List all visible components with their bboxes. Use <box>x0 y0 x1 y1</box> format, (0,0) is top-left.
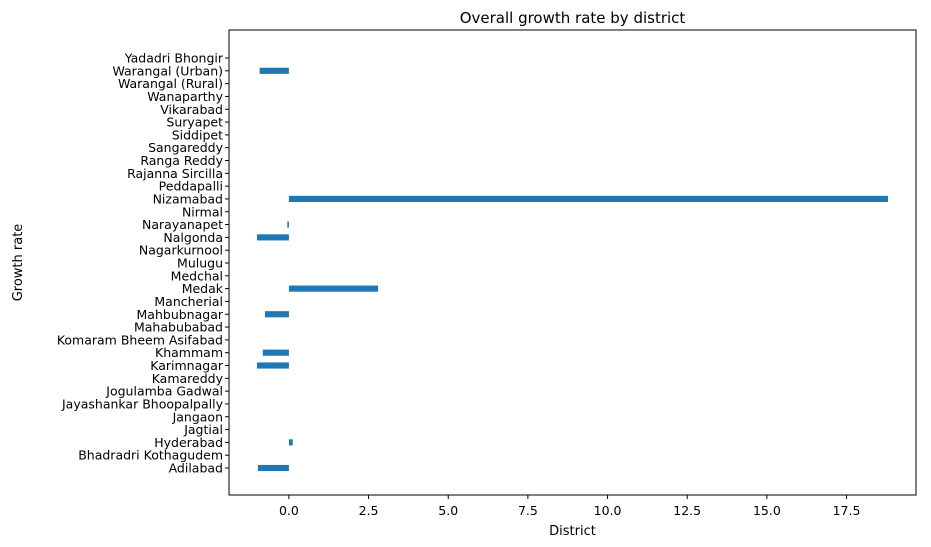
y-tick-label: Warangal (Urban) <box>112 63 223 78</box>
bar <box>262 349 289 356</box>
x-tick-label: 15.0 <box>753 503 781 518</box>
x-tick-label: 5.0 <box>438 503 458 518</box>
y-axis-label: Growth rate <box>11 224 26 302</box>
y-tick-label: Vikarabad <box>160 102 223 117</box>
y-tick-label: Mahbubnagar <box>137 307 224 322</box>
x-tick-label: 7.5 <box>518 503 538 518</box>
y-tick-label: Peddapalli <box>159 179 223 194</box>
bar <box>287 221 289 228</box>
x-tick-label: 10.0 <box>594 503 622 518</box>
y-tick-label: Komaram Bheem Asifabad <box>57 332 223 347</box>
bar <box>257 234 289 241</box>
y-tick-label: Narayanapet <box>142 217 223 232</box>
bar <box>288 285 379 292</box>
y-tick-label: Wanaparthy <box>147 89 223 104</box>
bars-group <box>257 67 888 472</box>
y-tick-label: Medchal <box>171 268 223 283</box>
y-tick-label: Mulugu <box>177 256 223 271</box>
bar <box>259 67 289 74</box>
y-tick-label: Jogulamba Gadwal <box>105 384 223 399</box>
y-tick-label: Jayashankar Bhoopalpally <box>61 396 224 411</box>
y-tick-label: Suryapet <box>166 115 223 130</box>
y-tick-label: Jangaon <box>172 409 223 424</box>
chart-title: Overall growth rate by district <box>460 9 686 27</box>
bar <box>288 439 293 446</box>
y-tick-label: Kamareddy <box>152 371 224 386</box>
bar <box>288 195 888 203</box>
y-tick-label: Rajanna Sircilla <box>127 166 223 181</box>
x-axis: 0.0 2.5 5.0 7.5 10.0 12.5 15.0 17.5 <box>279 495 860 518</box>
y-tick-label: Mahabubabad <box>134 320 223 335</box>
y-tick-label: Adilabad <box>169 461 223 476</box>
x-tick-label: 2.5 <box>359 503 379 518</box>
y-tick-label: Yadadri Bhongir <box>124 51 224 66</box>
y-tick-label: Nagarkurnool <box>139 243 223 258</box>
x-axis-label: District <box>549 524 596 539</box>
y-tick-label: Nirmal <box>182 204 223 219</box>
y-tick-label: Warangal (Rural) <box>118 76 223 91</box>
y-tick-label: Mancherial <box>154 294 223 309</box>
x-tick-label: 0.0 <box>279 503 299 518</box>
y-tick-label: Siddipet <box>172 127 223 142</box>
y-tick-label: Jagtial <box>183 422 223 437</box>
y-tick-label: Bhadradri Kothagudem <box>78 448 223 463</box>
y-tick-label: Sangareddy <box>148 140 224 155</box>
x-tick-label: 12.5 <box>673 503 701 518</box>
bar <box>265 311 289 318</box>
y-tick-label: Karimnagar <box>150 358 224 373</box>
y-tick-label: Hyderabad <box>154 435 223 450</box>
y-tick-label: Nizamabad <box>153 191 223 206</box>
x-tick-label: 17.5 <box>833 503 861 518</box>
y-tick-label: Khammam <box>155 345 223 360</box>
bar <box>257 362 289 369</box>
y-tick-label: Ranga Reddy <box>140 153 223 168</box>
y-tick-label: Nalgonda <box>163 230 223 245</box>
bar <box>257 464 289 472</box>
y-tick-label: Medak <box>182 281 224 296</box>
